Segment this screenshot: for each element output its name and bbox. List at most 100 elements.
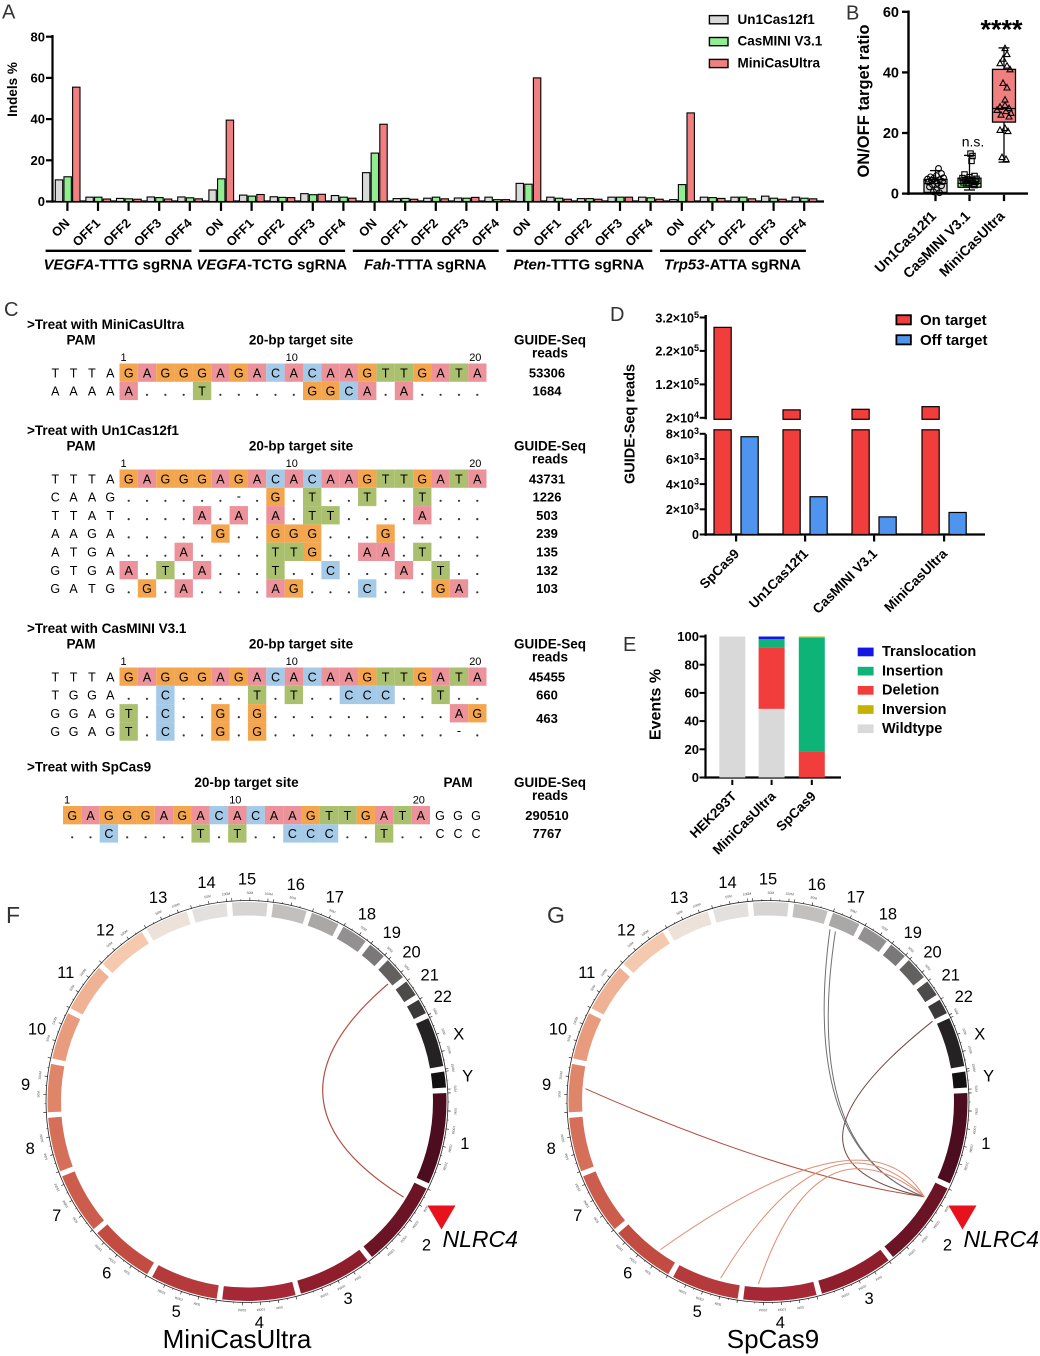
svg-text:100M: 100M	[222, 892, 231, 897]
svg-text:50M: 50M	[961, 1028, 967, 1036]
svg-text:G: G	[161, 366, 171, 380]
svg-text:C: C	[104, 827, 113, 841]
svg-text:C: C	[288, 827, 297, 841]
svg-text:43731: 43731	[529, 471, 565, 486]
svg-text:T: T	[125, 707, 133, 721]
svg-text:reads: reads	[532, 650, 568, 665]
svg-text:100M: 100M	[785, 892, 794, 897]
svg-text:-: -	[457, 724, 461, 738]
svg-text:660: 660	[536, 688, 558, 703]
svg-text:22: 22	[434, 988, 452, 1006]
svg-text:G: G	[105, 725, 115, 739]
svg-text:G: G	[307, 546, 317, 560]
svg-text:20: 20	[469, 458, 481, 470]
svg-text:A: A	[345, 472, 354, 486]
svg-text:1: 1	[121, 656, 127, 668]
svg-text:reads: reads	[532, 452, 568, 467]
svg-text:T: T	[197, 827, 205, 841]
svg-text:4: 4	[776, 1314, 785, 1332]
svg-text:T: T	[382, 670, 390, 684]
svg-text:PAM: PAM	[67, 333, 96, 348]
svg-text:50M: 50M	[627, 941, 635, 948]
svg-text:C: C	[271, 670, 280, 684]
svg-text:G: G	[547, 902, 565, 928]
svg-text:7767: 7767	[533, 826, 562, 841]
svg-text:T: T	[272, 564, 280, 578]
svg-text:150M: 150M	[841, 1292, 851, 1299]
svg-text:239: 239	[536, 526, 558, 541]
svg-text:9: 9	[21, 1076, 30, 1094]
svg-text:G: G	[69, 707, 79, 721]
svg-text:Fah-TTTA sgRNA: Fah-TTTA sgRNA	[364, 257, 487, 274]
svg-text:C: C	[435, 827, 444, 841]
svg-text:G: G	[87, 564, 97, 578]
svg-text:A: A	[180, 582, 189, 596]
svg-text:T: T	[88, 670, 96, 684]
svg-text:G: G	[87, 689, 97, 703]
svg-text:A: A	[436, 670, 445, 684]
svg-text:T: T	[455, 472, 463, 486]
svg-text:Indels %: Indels %	[5, 62, 20, 117]
svg-text:50M: 50M	[453, 1108, 457, 1115]
svg-text:50M: 50M	[453, 1085, 457, 1092]
svg-text:T: T	[290, 689, 298, 703]
svg-text:100M: 100M	[256, 1307, 265, 1312]
svg-text:A: A	[253, 472, 262, 486]
svg-text:50M: 50M	[36, 1091, 40, 1098]
svg-text:A: A	[417, 809, 426, 823]
svg-text:C: C	[344, 385, 353, 399]
svg-text:100M: 100M	[39, 1134, 44, 1143]
svg-text:A: A	[160, 809, 169, 823]
svg-text:100M: 100M	[600, 968, 608, 977]
svg-text:290510: 290510	[525, 808, 568, 823]
svg-text:20: 20	[923, 943, 941, 961]
svg-text:A: A	[400, 564, 409, 578]
svg-text:C: C	[363, 582, 372, 596]
svg-text:200M: 200M	[442, 1162, 448, 1171]
svg-text:T: T	[106, 509, 114, 523]
svg-text:A: A	[270, 809, 279, 823]
svg-text:150M: 150M	[157, 1288, 167, 1295]
svg-text:80: 80	[31, 29, 45, 44]
svg-text:9: 9	[542, 1076, 551, 1094]
svg-text:2: 2	[422, 1236, 431, 1254]
svg-text:50M: 50M	[123, 1268, 131, 1275]
svg-text:A: A	[88, 707, 97, 721]
svg-text:150M: 150M	[450, 1063, 455, 1072]
svg-text:G: G	[50, 707, 60, 721]
svg-text:20-bp target site: 20-bp target site	[249, 637, 354, 652]
svg-text:50M: 50M	[386, 946, 394, 954]
svg-text:50M: 50M	[403, 964, 410, 972]
svg-text:50M: 50M	[943, 1205, 950, 1213]
svg-text:C: C	[271, 472, 280, 486]
svg-text:100M: 100M	[79, 968, 87, 977]
svg-text:A: A	[216, 366, 225, 380]
svg-text:150M: 150M	[399, 1234, 408, 1243]
svg-text:>Treat with CasMINI V3.1: >Treat with CasMINI V3.1	[27, 621, 187, 636]
svg-text:F: F	[6, 902, 20, 928]
svg-text:60: 60	[685, 686, 699, 701]
svg-text:2×103: 2×103	[666, 502, 699, 518]
svg-text:14: 14	[718, 874, 736, 892]
svg-text:T: T	[70, 509, 78, 523]
svg-text:VEGFA-TTTG sgRNA: VEGFA-TTTG sgRNA	[44, 257, 193, 274]
svg-text:50M: 50M	[193, 1301, 201, 1307]
svg-text:A: A	[271, 509, 280, 523]
svg-text:50M: 50M	[155, 909, 163, 915]
svg-text:T: T	[308, 491, 316, 505]
svg-text:A: A	[198, 509, 207, 523]
svg-text:G: G	[417, 366, 427, 380]
svg-text:G: G	[472, 707, 482, 721]
svg-text:SpCas9: SpCas9	[727, 1324, 820, 1354]
svg-text:50M: 50M	[276, 1305, 283, 1310]
svg-text:50M: 50M	[247, 891, 254, 895]
svg-text:50M: 50M	[797, 1305, 804, 1310]
svg-text:12: 12	[96, 922, 114, 940]
svg-text:G: G	[124, 670, 134, 684]
svg-text:A: A	[363, 546, 372, 560]
svg-text:2: 2	[943, 1236, 952, 1254]
svg-text:A: A	[326, 670, 335, 684]
svg-text:T: T	[88, 366, 96, 380]
svg-text:Translocation: Translocation	[882, 644, 976, 660]
svg-text:Trp53-ATTA sgRNA: Trp53-ATTA sgRNA	[664, 257, 801, 274]
